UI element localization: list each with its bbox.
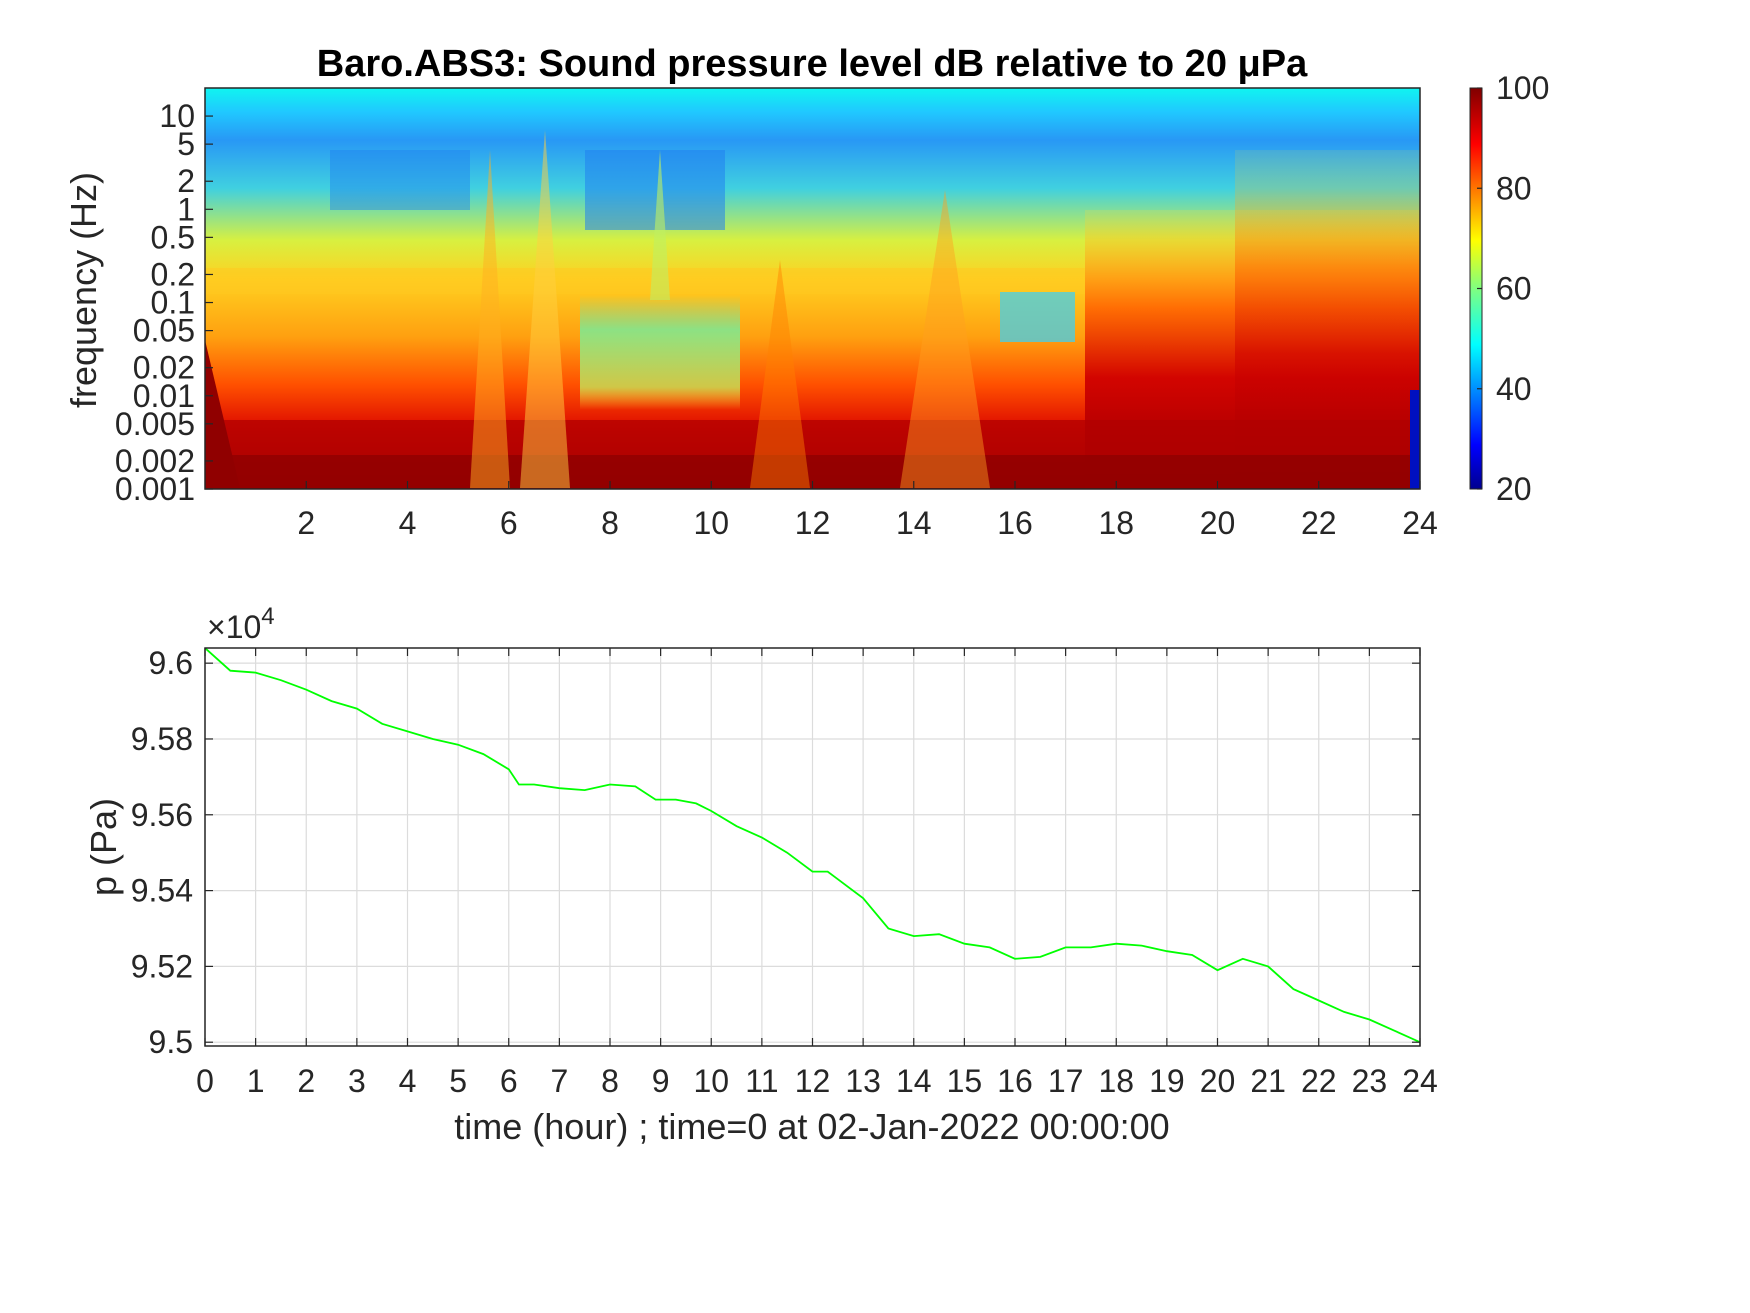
pressure-x-tick-label: 22 bbox=[1301, 1063, 1337, 1099]
pressure-x-tick-label: 11 bbox=[745, 1063, 778, 1099]
spectrogram-x-tick-label: 2 bbox=[297, 505, 315, 541]
pressure-y-ticks: 9.5 9.52 9.54 9.56 9.58 9.6 bbox=[131, 645, 1420, 1060]
spectrogram-y-ticks: 105210.50.20.10.050.020.010.0050.0020.00… bbox=[115, 98, 213, 507]
spectrogram-x-tick-label: 4 bbox=[399, 505, 417, 541]
colorbar-tick-label: 100 bbox=[1496, 70, 1549, 106]
spectrogram-y-tick-label: 0.005 bbox=[115, 406, 195, 442]
pressure-x-tick-label: 20 bbox=[1200, 1063, 1236, 1099]
pressure-x-tick-label: 18 bbox=[1098, 1063, 1134, 1099]
spectrogram-y-label: frequency (Hz) bbox=[63, 172, 104, 408]
pressure-x-tick-label: 10 bbox=[693, 1063, 729, 1099]
pressure-x-tick-label: 5 bbox=[449, 1063, 467, 1099]
pressure-y-tick-label: 9.58 bbox=[131, 721, 193, 757]
spectrogram-y-tick-label: 0.001 bbox=[115, 471, 195, 507]
pressure-x-tick-label: 0 bbox=[196, 1063, 214, 1099]
pressure-x-tick-label: 19 bbox=[1149, 1063, 1185, 1099]
pressure-y-tick-label: 9.54 bbox=[131, 873, 193, 909]
colorbar-tick-label: 40 bbox=[1496, 371, 1532, 407]
colorbar-tick-label: 80 bbox=[1496, 170, 1532, 206]
colorbar-tick-label: 20 bbox=[1496, 471, 1532, 507]
spectrogram-x-tick-label: 20 bbox=[1200, 505, 1236, 541]
spectrogram-y-tick-label: 0.5 bbox=[151, 219, 195, 255]
spectrogram-y-tick-label: 1 bbox=[177, 191, 195, 227]
pressure-x-tick-label: 1 bbox=[247, 1063, 265, 1099]
pressure-x-tick-label: 16 bbox=[997, 1063, 1033, 1099]
spectrogram-x-tick-label: 12 bbox=[795, 505, 831, 541]
pressure-x-tick-label: 14 bbox=[896, 1063, 932, 1099]
spectrogram-x-tick-label: 16 bbox=[997, 505, 1033, 541]
spectrogram-y-tick-label: 5 bbox=[177, 126, 195, 162]
pressure-x-tick-label: 6 bbox=[500, 1063, 518, 1099]
pressure-x-tick-label: 9 bbox=[652, 1063, 670, 1099]
pressure-y-tick-label: 9.56 bbox=[131, 797, 193, 833]
spectrogram-x-tick-label: 6 bbox=[500, 505, 518, 541]
spectrogram-x-tick-label: 24 bbox=[1402, 505, 1438, 541]
colorbar-ticks: 100 80 60 40 20 bbox=[1477, 70, 1549, 507]
spectrogram-x-tick-label: 14 bbox=[896, 505, 932, 541]
pressure-y-exponent: ×104 bbox=[207, 603, 275, 645]
spectrogram-x-tick-label: 8 bbox=[601, 505, 619, 541]
spectrogram-y-tick-label: 10 bbox=[159, 98, 195, 134]
pressure-x-tick-label: 17 bbox=[1048, 1063, 1084, 1099]
pressure-x-tick-label: 2 bbox=[297, 1063, 315, 1099]
pressure-y-tick-label: 9.52 bbox=[131, 948, 193, 984]
pressure-panel: 9.59.529.549.569.589.6 0 1 2 3 4 5 6 7 8 9 10 11 12 1… bbox=[83, 603, 1438, 1147]
spectrogram-title: Baro.ABS3: Sound pressure level dB relat… bbox=[317, 43, 1308, 85]
pressure-y-tick-label: 9.5 bbox=[149, 1024, 193, 1060]
spectrogram-panel: Baro.ABS3: Sound pressure level dB relat… bbox=[63, 43, 1549, 541]
spectrogram-y-tick-label: 0.2 bbox=[151, 256, 195, 292]
pressure-y-label: p (Pa) bbox=[83, 798, 124, 896]
spectrogram-y-tick-label: 0.1 bbox=[151, 285, 195, 321]
spectrogram-x-tick-label: 18 bbox=[1098, 505, 1134, 541]
pressure-grid bbox=[204, 648, 1421, 1046]
pressure-x-tick-label: 8 bbox=[601, 1063, 619, 1099]
pressure-x-tick-label: 7 bbox=[550, 1063, 568, 1099]
pressure-x-ticks: 0 1 2 3 4 5 6 7 8 9 10 11 12 13 14 15 16 17 18 19 20 21 22 23 24 bbox=[196, 648, 1438, 1099]
spectrogram-y-tick-label: 2 bbox=[177, 163, 195, 199]
pressure-x-tick-label: 12 bbox=[795, 1063, 831, 1099]
pressure-x-tick-label: 24 bbox=[1402, 1063, 1438, 1099]
spectrogram-y-tick-label: 0.02 bbox=[133, 350, 195, 386]
spectrogram-y-tick-label: 0.05 bbox=[133, 313, 195, 349]
pressure-series-line bbox=[205, 648, 1420, 1044]
pressure-y-tick-label: 9.6 bbox=[149, 645, 193, 681]
pressure-x-tick-label: 3 bbox=[348, 1063, 366, 1099]
pressure-x-tick-label: 21 bbox=[1250, 1063, 1286, 1099]
spectrogram-image bbox=[205, 88, 1420, 489]
pressure-x-tick-label: 4 bbox=[399, 1063, 417, 1099]
pressure-x-label: time (hour) ; time=0 at 02-Jan-2022 00:0… bbox=[454, 1106, 1169, 1147]
spectrogram-y-tick-label: 0.01 bbox=[133, 378, 195, 414]
spectrogram-x-ticks: 2 4 6 8 10 12 14 16 18 20 22 24 bbox=[297, 481, 1438, 541]
colorbar-tick-label: 60 bbox=[1496, 271, 1532, 307]
spectrogram-x-tick-label: 22 bbox=[1301, 505, 1337, 541]
pressure-x-tick-label: 13 bbox=[845, 1063, 881, 1099]
pressure-x-tick-label: 23 bbox=[1352, 1063, 1388, 1099]
pressure-x-tick-label: 15 bbox=[947, 1063, 983, 1099]
spectrogram-y-tick-label: 0.002 bbox=[115, 443, 195, 479]
spectrogram-x-tick-label: 10 bbox=[693, 505, 729, 541]
